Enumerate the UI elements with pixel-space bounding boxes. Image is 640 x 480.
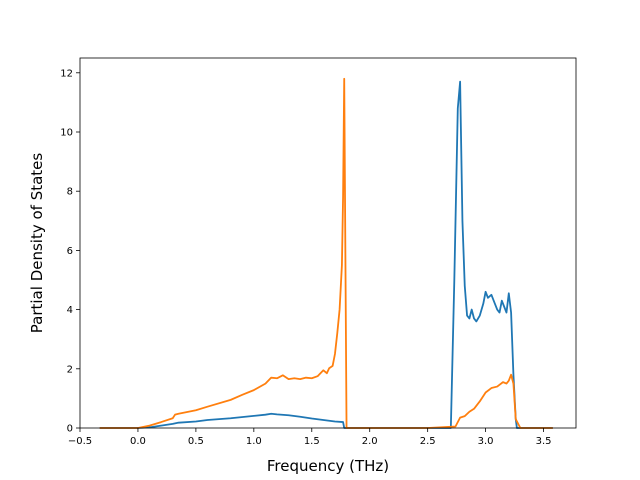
x-axis: −0.5 0.0 0.5 1.0 1.5 2.0 2.5 3.0 3.5 [68, 428, 552, 447]
plot-area [80, 58, 576, 428]
y-tick-label: 10 [60, 128, 73, 139]
series-line-2 [99, 77, 553, 429]
x-tick-label: 0.0 [130, 436, 146, 447]
x-tick-label: 2.0 [362, 436, 378, 447]
x-tick-label: 1.5 [304, 436, 320, 447]
y-tick-label: 8 [67, 187, 73, 198]
x-axis-label: Frequency (THz) [267, 457, 389, 475]
y-tick-label: 4 [67, 305, 73, 316]
y-tick-label: 2 [67, 364, 73, 375]
y-tick-label: 0 [67, 424, 73, 435]
plot-frame [79, 57, 577, 429]
y-tick-label: 12 [60, 68, 73, 79]
x-tick-label: −0.5 [68, 436, 92, 447]
x-tick-label: 1.0 [246, 436, 262, 447]
series-line-1 [99, 80, 553, 429]
x-tick-label: 0.5 [188, 436, 204, 447]
x-tick-label: 3.0 [478, 436, 494, 447]
y-tick-label: 6 [67, 246, 73, 257]
x-tick-label: 2.5 [420, 436, 436, 447]
y-axis-label: Partial Density of States [28, 153, 46, 334]
y-axis: 0 2 4 6 8 10 12 [60, 68, 80, 435]
series-layer [99, 77, 553, 429]
x-tick-label: 3.5 [536, 436, 552, 447]
